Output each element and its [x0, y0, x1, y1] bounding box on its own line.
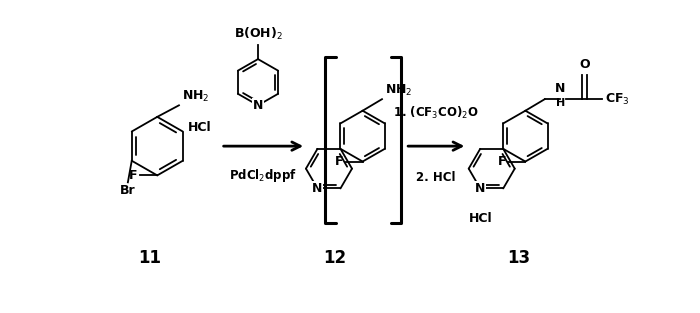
Text: 11: 11: [139, 249, 162, 267]
Text: N: N: [253, 99, 263, 112]
Text: 12: 12: [323, 249, 346, 267]
Text: N: N: [555, 82, 566, 95]
Text: PdCl$_2$dppf: PdCl$_2$dppf: [230, 167, 298, 184]
Text: 13: 13: [508, 249, 531, 267]
Text: N: N: [475, 182, 485, 195]
Text: F: F: [498, 155, 506, 168]
Text: F: F: [335, 155, 343, 168]
Text: CF$_3$: CF$_3$: [606, 92, 630, 107]
Text: NH$_2$: NH$_2$: [385, 83, 412, 98]
Text: HCl: HCl: [188, 121, 212, 134]
Text: Br: Br: [120, 184, 136, 197]
Text: HCl: HCl: [468, 212, 492, 224]
Text: N: N: [312, 182, 323, 195]
Text: 1. (CF$_3$CO)$_2$O: 1. (CF$_3$CO)$_2$O: [393, 105, 479, 121]
Text: H: H: [556, 98, 565, 108]
Text: O: O: [579, 59, 589, 71]
Text: F: F: [130, 169, 138, 182]
Text: NH$_2$: NH$_2$: [182, 89, 209, 104]
Text: B(OH)$_2$: B(OH)$_2$: [234, 26, 282, 42]
Text: 2. HCl: 2. HCl: [416, 171, 456, 184]
